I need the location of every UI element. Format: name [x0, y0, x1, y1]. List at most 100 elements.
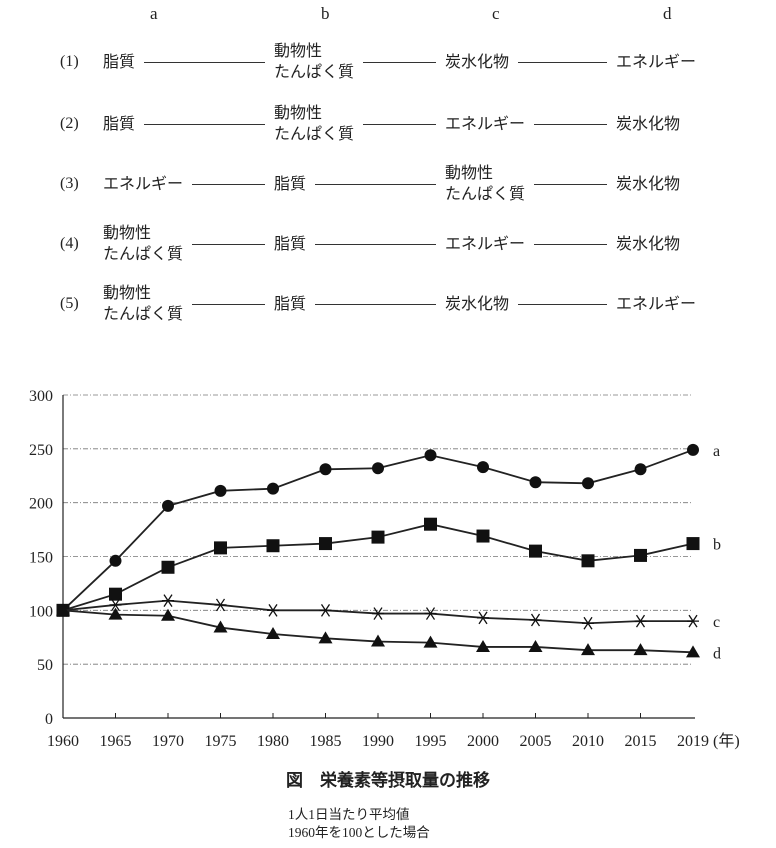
choice-cell: エネルギー [616, 294, 696, 315]
data-point-d [423, 635, 438, 648]
chart-note-1: 1人1日当たり平均値 [288, 807, 410, 822]
choice-cell: 脂質 [274, 234, 445, 255]
x-tick-label: 2019 [677, 733, 709, 750]
connector-line [315, 243, 436, 245]
choice-row-2[interactable]: (2) 脂質 動物性 たんぱく質 エネルギー 炭水化物 [60, 102, 680, 146]
connector-line [518, 61, 607, 63]
data-point-a [687, 443, 699, 456]
y-tick-label: 300 [29, 388, 53, 405]
choice-row-4[interactable]: (4) 動物性 たんぱく質 脂質 エネルギー 炭水化物 [60, 222, 680, 266]
series-label-d: d [713, 645, 721, 662]
connector-line [315, 303, 436, 305]
choice-number: (5) [60, 295, 79, 312]
data-point-c [529, 613, 542, 627]
x-tick-label: 1970 [152, 733, 184, 750]
data-point-a [162, 499, 174, 512]
data-point-c [319, 603, 332, 617]
choice-row-1[interactable]: (1) 脂質 動物性 たんぱく質 炭水化物 エネルギー [60, 40, 696, 84]
x-tick-label: 1985 [310, 733, 342, 750]
connector-line [534, 183, 607, 185]
data-point-a [214, 484, 227, 497]
choice-cell: 炭水化物 [445, 294, 616, 315]
data-point-c [477, 611, 489, 625]
connector-line [518, 303, 607, 305]
choice-text: エネルギー [445, 115, 526, 133]
data-point-a [267, 482, 279, 495]
data-point-d [476, 639, 490, 652]
data-point-a [529, 476, 542, 489]
data-point-c [162, 594, 174, 608]
x-tick-label: 2000 [467, 733, 499, 750]
data-point-b [319, 537, 332, 551]
choice-cell: 脂質 [103, 114, 274, 135]
chart-note-2: 1960年を100とした場合 [288, 825, 430, 840]
data-point-d [686, 645, 700, 658]
choice-text: エネルギー [616, 53, 697, 71]
choice-text: エネルギー [445, 235, 526, 253]
choice-text: 炭水化物 [445, 295, 510, 313]
data-point-c [424, 607, 437, 620]
x-axis-label: (年) [713, 732, 740, 750]
data-point-b [214, 541, 227, 555]
data-point-b [686, 537, 700, 551]
data-point-b [529, 544, 542, 558]
chart-title: 図 栄養素等摂取量の推移 [286, 771, 490, 791]
data-point-b [266, 539, 280, 553]
data-point-b [476, 529, 490, 543]
choice-cell: エネルギー [103, 174, 274, 195]
x-tick-label: 1960 [47, 733, 79, 750]
data-point-a [372, 462, 384, 475]
data-point-d [213, 620, 228, 633]
data-point-c [687, 614, 699, 628]
choice-text: エネルギー [616, 295, 697, 313]
data-point-d [266, 627, 280, 640]
choice-cell: 脂質 [274, 174, 445, 195]
choice-cell: 炭水化物 [616, 174, 680, 195]
data-point-d [528, 639, 543, 652]
column-header-b: b [321, 4, 330, 23]
choice-cell: 動物性 たんぱく質 [103, 283, 274, 325]
series-label-b: b [713, 537, 721, 554]
choice-cell: エネルギー [616, 52, 696, 73]
y-tick-label: 150 [29, 550, 53, 567]
choice-text: 炭水化物 [445, 53, 510, 71]
series-line-c [62, 599, 693, 625]
choice-text: 脂質 [103, 53, 136, 71]
y-tick-label: 250 [29, 442, 53, 459]
choice-text: 動物性 たんぱく質 [274, 43, 355, 81]
choice-row-5[interactable]: (5) 動物性 たんぱく質 脂質 炭水化物 エネルギー [60, 282, 696, 326]
choice-text: 炭水化物 [616, 115, 681, 133]
data-point-c [109, 598, 122, 612]
connector-line [363, 123, 436, 125]
choice-cell: 炭水化物 [616, 234, 680, 255]
connector-line [315, 183, 436, 185]
column-header-a: a [150, 4, 158, 23]
x-tick-label: 1980 [257, 733, 289, 750]
connector-line [144, 123, 265, 125]
data-point-d [56, 603, 70, 616]
line-chart: 0 50 100 150 200 250 300 1960 1965 1970 1975 1980 19… [29, 388, 740, 750]
y-tick-label: 200 [29, 496, 53, 513]
x-tick-label: 1995 [415, 733, 447, 750]
choice-text: 動物性 たんぱく質 [445, 165, 526, 203]
data-point-a [109, 554, 122, 567]
choice-text: 脂質 [103, 115, 136, 133]
data-point-a [424, 449, 437, 462]
choice-text: 動物性 たんぱく質 [274, 105, 355, 143]
series-label-a: a [713, 443, 720, 460]
data-point-d [108, 607, 123, 620]
x-tick-label: 2015 [625, 733, 657, 750]
connector-line [534, 243, 607, 245]
data-point-b [634, 548, 647, 562]
choice-cell: 動物性 たんぱく質 [274, 41, 445, 83]
column-header-d: d [663, 4, 672, 23]
connector-line [534, 123, 607, 125]
choice-text: 脂質 [274, 235, 307, 253]
data-point-b [109, 587, 122, 601]
connector-line [192, 243, 265, 245]
data-point-a [582, 477, 594, 490]
choice-row-3[interactable]: (3) エネルギー 脂質 動物性 たんぱく質 炭水化物 [60, 162, 680, 206]
connector-line [192, 183, 265, 185]
data-point-c [582, 616, 594, 630]
